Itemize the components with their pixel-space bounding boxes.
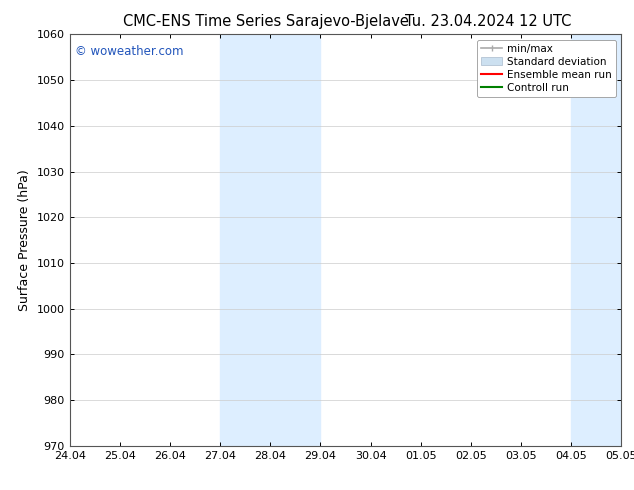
Y-axis label: Surface Pressure (hPa): Surface Pressure (hPa) [18,169,31,311]
Text: Tu. 23.04.2024 12 UTC: Tu. 23.04.2024 12 UTC [405,14,571,29]
Legend: min/max, Standard deviation, Ensemble mean run, Controll run: min/max, Standard deviation, Ensemble me… [477,40,616,97]
Text: © woweather.com: © woweather.com [75,45,184,58]
Bar [220,34,320,446]
Text: CMC-ENS Time Series Sarajevo-Bjelave: CMC-ENS Time Series Sarajevo-Bjelave [124,14,409,29]
Bar [571,34,634,446]
